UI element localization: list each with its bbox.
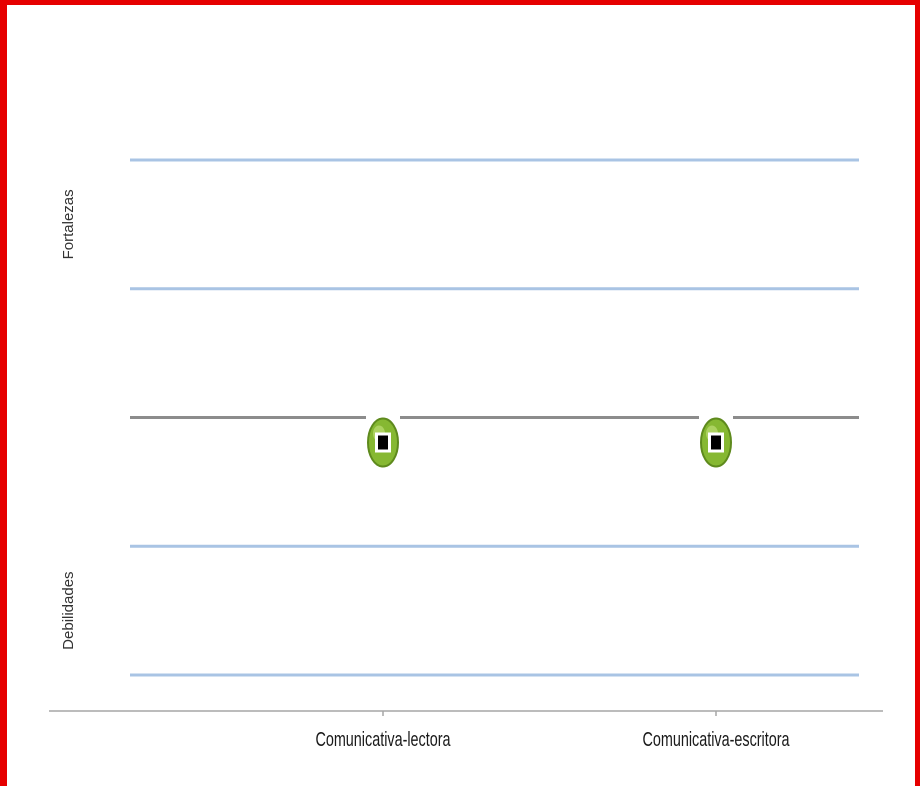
data-point-marker: [700, 417, 732, 468]
x-tick-labels: Comunicativa-lectora Comunicativa-escrito…: [315, 728, 789, 751]
y-band-label: Debilidades: [60, 571, 77, 649]
x-tick-label: Comunicativa-lectora: [315, 728, 450, 751]
chart-plot: Fortalezas Debilidades Comunicativa-lecto…: [49, 158, 883, 751]
x-tick-label: Comunicativa-escritora: [642, 728, 789, 751]
x-axis: [49, 710, 883, 716]
data-point-marker: [367, 417, 399, 468]
marker-inner-square: [378, 435, 388, 450]
data-markers: [367, 417, 732, 468]
y-band-label: Fortalezas: [60, 189, 77, 259]
y-band-labels: Fortalezas Debilidades: [60, 189, 77, 649]
marker-inner-square: [711, 435, 721, 450]
reference-lines: [130, 158, 859, 677]
